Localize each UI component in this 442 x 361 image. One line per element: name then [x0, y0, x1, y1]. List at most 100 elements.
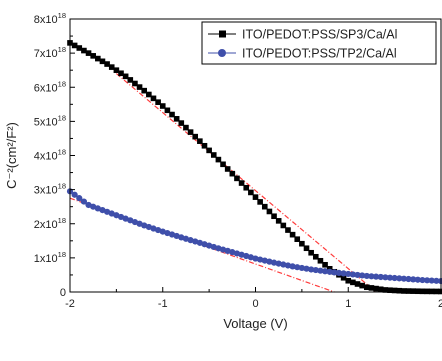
data-point — [210, 152, 217, 158]
data-point — [354, 271, 361, 279]
data-point — [270, 259, 278, 266]
data-point — [372, 273, 380, 280]
data-point — [433, 288, 440, 295]
data-point — [438, 288, 442, 295]
data-point — [415, 288, 421, 295]
data-point — [428, 277, 435, 284]
data-point — [377, 286, 384, 293]
data-point — [345, 277, 352, 284]
data-point — [294, 264, 301, 271]
legend-marker — [219, 30, 226, 38]
data-point — [387, 287, 393, 294]
data-point — [396, 275, 403, 282]
data-point — [354, 281, 361, 287]
data-point — [312, 253, 319, 260]
data-point — [428, 288, 435, 295]
y-tick-label: 7x1018 — [34, 45, 66, 60]
series-2 — [66, 188, 442, 285]
data-point — [132, 80, 138, 87]
data-point — [271, 213, 277, 220]
data-point — [308, 266, 315, 273]
data-point — [229, 170, 236, 177]
data-point — [275, 260, 282, 267]
x-tick-label: 2 — [438, 298, 442, 310]
x-axis-ticks: -2 -1 0 1 2 — [65, 287, 442, 310]
legend-marker — [218, 49, 226, 57]
data-point — [363, 272, 370, 280]
data-point — [252, 194, 259, 200]
data-point — [377, 273, 384, 281]
series-line — [69, 42, 442, 292]
data-point — [146, 91, 152, 98]
data-point — [280, 261, 287, 268]
data-point — [150, 95, 157, 102]
data-point — [197, 138, 203, 144]
series-line — [69, 190, 442, 282]
data-point — [183, 124, 189, 131]
data-point — [224, 166, 231, 172]
y-tick-label: 6x1018 — [34, 79, 66, 94]
data-point — [85, 50, 92, 56]
x-axis-label: Voltage (V) — [223, 316, 287, 331]
data-point — [159, 103, 166, 109]
data-point — [419, 276, 426, 284]
data-point — [266, 258, 273, 265]
data-point — [359, 282, 365, 289]
data-point — [169, 111, 175, 118]
data-point — [261, 257, 268, 264]
legend-label: ITO/PEDOT:PSS/SP3/Ca/Al — [242, 28, 397, 42]
data-point — [284, 262, 292, 269]
data-point — [238, 180, 245, 186]
data-point — [108, 64, 115, 70]
data-point — [173, 116, 180, 122]
data-point — [99, 58, 106, 65]
data-point — [317, 267, 324, 274]
data-point — [299, 240, 305, 247]
data-point — [400, 275, 407, 282]
data-point — [340, 274, 347, 281]
data-point — [155, 99, 161, 105]
data-point — [364, 284, 370, 291]
y-axis-ticks: 0 1x1018 2x1018 3x1018 4x1018 5x1018 6x1018 7x1… — [34, 11, 75, 299]
data-point — [317, 257, 324, 264]
data-point — [405, 288, 412, 294]
series-layer — [66, 40, 442, 295]
y-tick-label: 5x1018 — [34, 113, 66, 128]
data-point — [261, 203, 268, 210]
data-point — [335, 269, 343, 276]
data-point — [136, 84, 143, 90]
legend-box — [201, 21, 437, 65]
data-point — [391, 274, 398, 282]
y-tick-label: 0 — [60, 287, 66, 299]
data-point — [405, 275, 412, 283]
data-point — [294, 236, 301, 242]
y-tick-label: 1x1018 — [34, 250, 66, 265]
data-point — [90, 53, 96, 59]
data-point — [382, 274, 389, 281]
y-axis-label: C⁻²(cm²/F²) — [4, 122, 19, 189]
data-point — [368, 285, 375, 291]
y-tick-label: 2x1018 — [34, 216, 66, 231]
data-point — [386, 274, 394, 281]
y-tick-label: 4x1018 — [34, 148, 66, 163]
data-point — [118, 70, 124, 77]
data-point — [122, 73, 129, 80]
data-point — [243, 184, 250, 191]
x-tick-label: 1 — [345, 298, 351, 310]
data-point — [382, 287, 389, 293]
data-point — [414, 276, 421, 283]
data-point — [104, 61, 110, 67]
fit-lines — [69, 73, 377, 293]
data-point — [187, 129, 194, 135]
data-point — [424, 288, 430, 295]
y-tick-label: 8x1018 — [34, 11, 66, 26]
legend-label: ITO/PEDOT:PSS/TP2/Ca/Al — [242, 47, 397, 61]
data-point — [423, 277, 431, 284]
data-point — [350, 279, 356, 286]
data-point — [340, 270, 347, 277]
data-point — [95, 55, 101, 62]
series-1 — [67, 40, 442, 295]
data-point — [303, 245, 310, 252]
data-point — [206, 147, 212, 154]
data-point — [234, 175, 240, 182]
